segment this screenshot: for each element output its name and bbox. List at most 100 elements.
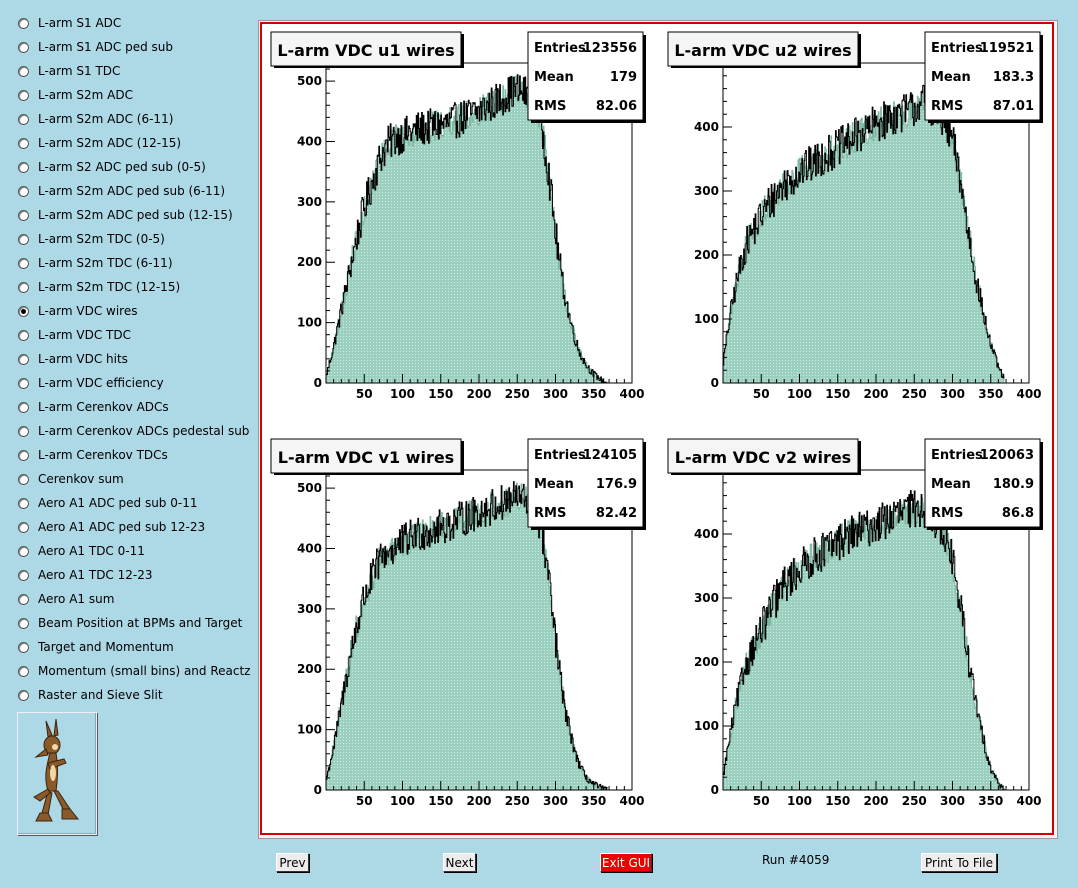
histogram-option-19[interactable]: L-arm Cerenkov TDCs xyxy=(18,446,168,464)
radio-unselected-icon[interactable] xyxy=(18,473,29,485)
y-tick-label: 200 xyxy=(297,662,322,676)
y-tick-label: 200 xyxy=(297,255,322,269)
histogram-title: L-arm VDC u2 wires xyxy=(674,41,851,60)
x-tick-label: 100 xyxy=(390,794,415,808)
histogram-option-29[interactable]: Raster and Sieve Slit xyxy=(18,686,163,704)
radio-unselected-icon[interactable] xyxy=(18,449,29,461)
histogram-option-20[interactable]: Cerenkov sum xyxy=(18,470,124,488)
y-tick-label: 400 xyxy=(297,134,322,148)
histogram-option-12[interactable]: L-arm S2m TDC (12-15) xyxy=(18,278,180,296)
histogram-option-label: L-arm S2m TDC (0-5) xyxy=(38,232,165,246)
radio-unselected-icon[interactable] xyxy=(18,401,29,413)
x-tick-label: 250 xyxy=(505,387,530,401)
stats-label: Entries xyxy=(931,41,983,56)
histogram-option-label: L-arm Cerenkov ADCs pedestal sub xyxy=(38,424,250,438)
next-button[interactable]: Next xyxy=(443,853,476,872)
histogram-option-label: L-arm S2 ADC ped sub (0-5) xyxy=(38,160,206,174)
radio-unselected-icon[interactable] xyxy=(18,65,29,77)
histogram-option-26[interactable]: Beam Position at BPMs and Target xyxy=(18,614,242,632)
radio-unselected-icon[interactable] xyxy=(18,689,29,701)
stats-label: RMS xyxy=(931,506,963,521)
stats-label: Mean xyxy=(931,70,971,85)
radio-unselected-icon[interactable] xyxy=(18,113,29,125)
radio-unselected-icon[interactable] xyxy=(18,641,29,653)
radio-unselected-icon[interactable] xyxy=(18,569,29,581)
radio-unselected-icon[interactable] xyxy=(18,281,29,293)
radio-unselected-icon[interactable] xyxy=(18,617,29,629)
histogram-option-6[interactable]: L-arm S2m ADC (12-15) xyxy=(18,134,181,152)
x-tick-label: 400 xyxy=(1016,387,1041,401)
radio-unselected-icon[interactable] xyxy=(18,545,29,557)
radio-unselected-icon[interactable] xyxy=(18,329,29,341)
stats-label: RMS xyxy=(931,99,963,114)
histogram-option-25[interactable]: Aero A1 sum xyxy=(18,590,114,608)
radio-unselected-icon[interactable] xyxy=(18,137,29,149)
histogram-option-8[interactable]: L-arm S2m ADC ped sub (6-11) xyxy=(18,182,225,200)
histogram-option-label: L-arm VDC efficiency xyxy=(38,376,164,390)
histogram-option-23[interactable]: Aero A1 TDC 0-11 xyxy=(18,542,145,560)
histogram-option-4[interactable]: L-arm S2m ADC xyxy=(18,86,133,104)
histogram-option-1[interactable]: L-arm S1 ADC xyxy=(18,14,121,32)
histogram-option-label: L-arm Cerenkov ADCs xyxy=(38,400,169,414)
radio-unselected-icon[interactable] xyxy=(18,257,29,269)
histogram-option-13[interactable]: L-arm VDC wires xyxy=(18,302,137,320)
radio-unselected-icon[interactable] xyxy=(18,209,29,221)
histogram-option-7[interactable]: L-arm S2 ADC ped sub (0-5) xyxy=(18,158,206,176)
histogram-fill xyxy=(326,76,608,384)
histogram-option-2[interactable]: L-arm S1 ADC ped sub xyxy=(18,38,173,56)
y-tick-label: 200 xyxy=(694,248,719,262)
histogram-option-16[interactable]: L-arm VDC efficiency xyxy=(18,374,164,392)
x-tick-label: 400 xyxy=(1016,794,1041,808)
y-tick-label: 200 xyxy=(694,655,719,669)
stats-value: 87.01 xyxy=(993,99,1034,114)
radio-unselected-icon[interactable] xyxy=(18,41,29,53)
radio-unselected-icon[interactable] xyxy=(18,425,29,437)
x-tick-label: 50 xyxy=(753,794,770,808)
histogram-option-label: Aero A1 sum xyxy=(38,592,115,606)
stats-value: 82.06 xyxy=(596,99,637,114)
print-to-file-button[interactable]: Print To File xyxy=(921,853,997,872)
histogram-option-3[interactable]: L-arm S1 TDC xyxy=(18,62,120,80)
radio-unselected-icon[interactable] xyxy=(18,233,29,245)
histogram-option-10[interactable]: L-arm S2m TDC (0-5) xyxy=(18,230,165,248)
stats-value: 124105 xyxy=(583,448,637,463)
histogram-option-label: L-arm S1 ADC ped sub xyxy=(38,40,173,54)
y-tick-label: 0 xyxy=(711,376,719,390)
histogram-option-label: L-arm S2m ADC xyxy=(38,88,133,102)
x-tick-label: 250 xyxy=(505,794,530,808)
histogram-option-label: L-arm VDC wires xyxy=(38,304,138,318)
histogram-option-15[interactable]: L-arm VDC hits xyxy=(18,350,128,368)
histogram-option-14[interactable]: L-arm VDC TDC xyxy=(18,326,131,344)
histogram-option-17[interactable]: L-arm Cerenkov ADCs xyxy=(18,398,169,416)
x-tick-label: 200 xyxy=(466,387,491,401)
histogram-option-21[interactable]: Aero A1 ADC ped sub 0-11 xyxy=(18,494,197,512)
histogram-option-label: Momentum (small bins) and Reactz xyxy=(38,664,251,678)
radio-unselected-icon[interactable] xyxy=(18,593,29,605)
radio-unselected-icon[interactable] xyxy=(18,17,29,29)
histogram-option-22[interactable]: Aero A1 ADC ped sub 12-23 xyxy=(18,518,205,536)
histogram-option-18[interactable]: L-arm Cerenkov ADCs pedestal sub xyxy=(18,422,249,440)
histogram-option-9[interactable]: L-arm S2m ADC ped sub (12-15) xyxy=(18,206,233,224)
radio-unselected-icon[interactable] xyxy=(18,377,29,389)
radio-unselected-icon[interactable] xyxy=(18,185,29,197)
histogram-option-28[interactable]: Momentum (small bins) and Reactz xyxy=(18,662,250,680)
stats-label: Mean xyxy=(931,477,971,492)
histogram-option-11[interactable]: L-arm S2m TDC (6-11) xyxy=(18,254,173,272)
prev-button[interactable]: Prev xyxy=(276,853,309,872)
radio-unselected-icon[interactable] xyxy=(18,665,29,677)
radio-unselected-icon[interactable] xyxy=(18,353,29,365)
radio-unselected-icon[interactable] xyxy=(18,497,29,509)
histogram-option-27[interactable]: Target and Momentum xyxy=(18,638,174,656)
radio-selected-icon[interactable] xyxy=(18,305,29,317)
y-tick-label: 300 xyxy=(694,591,719,605)
histogram-option-24[interactable]: Aero A1 TDC 12-23 xyxy=(18,566,153,584)
histogram-option-5[interactable]: L-arm S2m ADC (6-11) xyxy=(18,110,173,128)
histogram-fill xyxy=(723,88,1005,383)
exit-gui-button[interactable]: Exit GUI xyxy=(600,853,652,872)
x-tick-label: 400 xyxy=(619,794,644,808)
radio-unselected-icon[interactable] xyxy=(18,521,29,533)
histogram-option-label: L-arm S1 ADC xyxy=(38,16,122,30)
histogram-pad-2: 50 100 150 200 250 300 350 400 0 100 200 300 400 L-ar… xyxy=(667,31,1043,401)
radio-unselected-icon[interactable] xyxy=(18,161,29,173)
radio-unselected-icon[interactable] xyxy=(18,89,29,101)
